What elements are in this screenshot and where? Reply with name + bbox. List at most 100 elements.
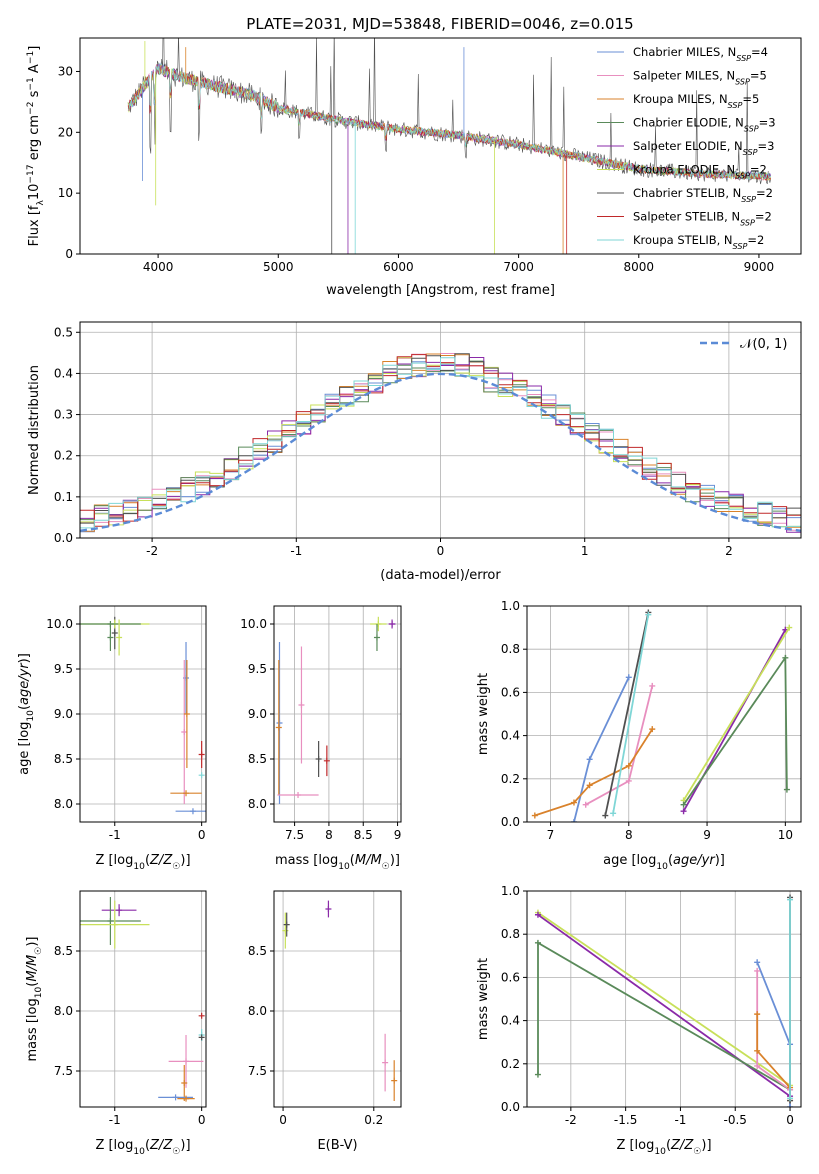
data-point (382, 1033, 389, 1092)
weight-point (586, 756, 593, 763)
data-point (391, 1060, 398, 1101)
x-tick-label: -2 (565, 1113, 577, 1127)
weight-point (625, 762, 632, 769)
data-point (181, 660, 188, 804)
x-tick-label: 0 (198, 1113, 206, 1127)
x-tick-label: 8.5 (354, 828, 373, 842)
x-axis-label: Z [log10(Z/Z☉)] (95, 1138, 190, 1157)
data-point (198, 1012, 205, 1019)
weight-point (582, 801, 589, 808)
data-point (80, 897, 141, 945)
plot-area (531, 609, 793, 822)
weight-point (649, 682, 656, 689)
plot-area (534, 894, 794, 1107)
point-marker (315, 756, 322, 762)
x-axis-label: (data-model)/error (380, 568, 501, 583)
data-point (80, 621, 141, 627)
y-tick-label: 9.5 (54, 662, 73, 676)
y-tick-label: 10.0 (46, 617, 73, 631)
weight-point (570, 819, 577, 822)
point-marker (198, 1034, 205, 1041)
legend: Chabrier MILES, NSSP=4 Salpeter MILES, NS… (597, 45, 776, 251)
x-axis-label: E(B-V) (317, 1138, 357, 1153)
data-point (282, 912, 289, 949)
weight-point (786, 624, 793, 631)
data-point (275, 660, 282, 795)
y-tick-label: 20 (58, 125, 73, 139)
weight-point (754, 959, 761, 966)
data-point (177, 1095, 195, 1102)
point-marker (198, 751, 205, 758)
axes-frame (273, 890, 402, 1108)
data-point (370, 616, 387, 632)
weight-point (586, 782, 593, 789)
x-axis-label: mass [log10(M/M☉)] (275, 853, 400, 872)
x-tick-label: 7000 (503, 260, 534, 274)
x-tick-label: 6000 (383, 260, 414, 274)
y-tick-label: 1.0 (501, 599, 520, 613)
weight-point (754, 1062, 761, 1069)
point-marker (107, 621, 114, 627)
y-tick-label: 9.0 (54, 707, 73, 721)
weight-point (787, 1095, 794, 1102)
y-axis-label: mass weight (476, 673, 491, 755)
point-marker (276, 720, 283, 726)
data-point (325, 900, 332, 918)
point-marker (183, 1095, 190, 1102)
weight-point (625, 777, 632, 784)
x-tick-label: 0 (198, 828, 206, 842)
weight-series-6 (604, 612, 650, 816)
point-marker (198, 772, 205, 779)
point-marker (111, 921, 118, 928)
x-tick-label: 2 (725, 544, 733, 558)
x-axis-label: Z [log10(Z/Z☉)] (616, 1138, 711, 1157)
legend-entry: Salpeter MILES, NSSP=5 (633, 69, 767, 87)
plot-area (80, 353, 801, 533)
legend-entry: Chabrier ELODIE, NSSP=3 (633, 116, 776, 134)
plot-age_vs_mass: 7.5 8 8.5 9 8.0 8.5 9.0 9.5 10.0 mass [log10(M/M☉… (240, 605, 402, 872)
y-tick-label: 0.0 (54, 531, 73, 545)
x-tick-label: 7 (547, 828, 555, 842)
point-marker (382, 1059, 389, 1066)
legend-entry: Kroupa MILES, NSSP=5 (633, 92, 759, 110)
weight-point (783, 786, 790, 793)
point-marker (275, 724, 282, 731)
axes-frame (526, 605, 802, 823)
legend-entry: 𝒩(0, 1) (740, 337, 787, 352)
legend-entry: Salpeter ELODIE, NSSP=3 (633, 139, 774, 157)
y-tick-label: 0.5 (54, 325, 73, 339)
legend-entry: Salpeter STELIB, NSSP=2 (633, 210, 772, 228)
x-tick-label: 0 (437, 544, 445, 558)
x-tick-label: 8 (325, 828, 333, 842)
y-tick-label: 9.0 (248, 707, 267, 721)
y-tick-label: 0.2 (501, 1057, 520, 1071)
point-marker (181, 1080, 188, 1086)
plot-area (275, 616, 396, 804)
y-tick-label: 0.3 (54, 408, 73, 422)
y-tick-label: 8.5 (54, 752, 73, 766)
y-tick-label: 0.0 (501, 1100, 520, 1114)
weight-point (754, 1047, 761, 1054)
point-marker (298, 702, 305, 708)
x-tick-label: 4000 (143, 260, 174, 274)
y-tick-label: 0 (65, 247, 73, 261)
point-marker (181, 729, 188, 735)
weight-point (787, 896, 794, 903)
plot-residuals: -2 -1 0 1 2 0.0 0.1 0.2 0.3 0.4 0.5 𝒩(0, 1) (data-mo… (27, 321, 802, 583)
x-tick-label: -1.5 (614, 1113, 637, 1127)
point-marker (325, 906, 332, 912)
data-point (107, 624, 114, 651)
y-axis-label: Normed distribution (27, 365, 42, 495)
x-tick-label: -1 (674, 1113, 686, 1127)
weight-series-2 (534, 728, 654, 817)
y-tick-label: 0.2 (501, 772, 520, 786)
point-marker (375, 621, 382, 627)
x-axis-label: Z [log10(Z/Z☉)] (95, 853, 190, 872)
data-point (198, 741, 205, 768)
y-tick-label: 8.0 (54, 1004, 73, 1018)
weight-point (754, 967, 761, 974)
y-tick-label: 0.6 (501, 685, 520, 699)
data-point (323, 745, 330, 777)
weight-point (602, 812, 609, 819)
